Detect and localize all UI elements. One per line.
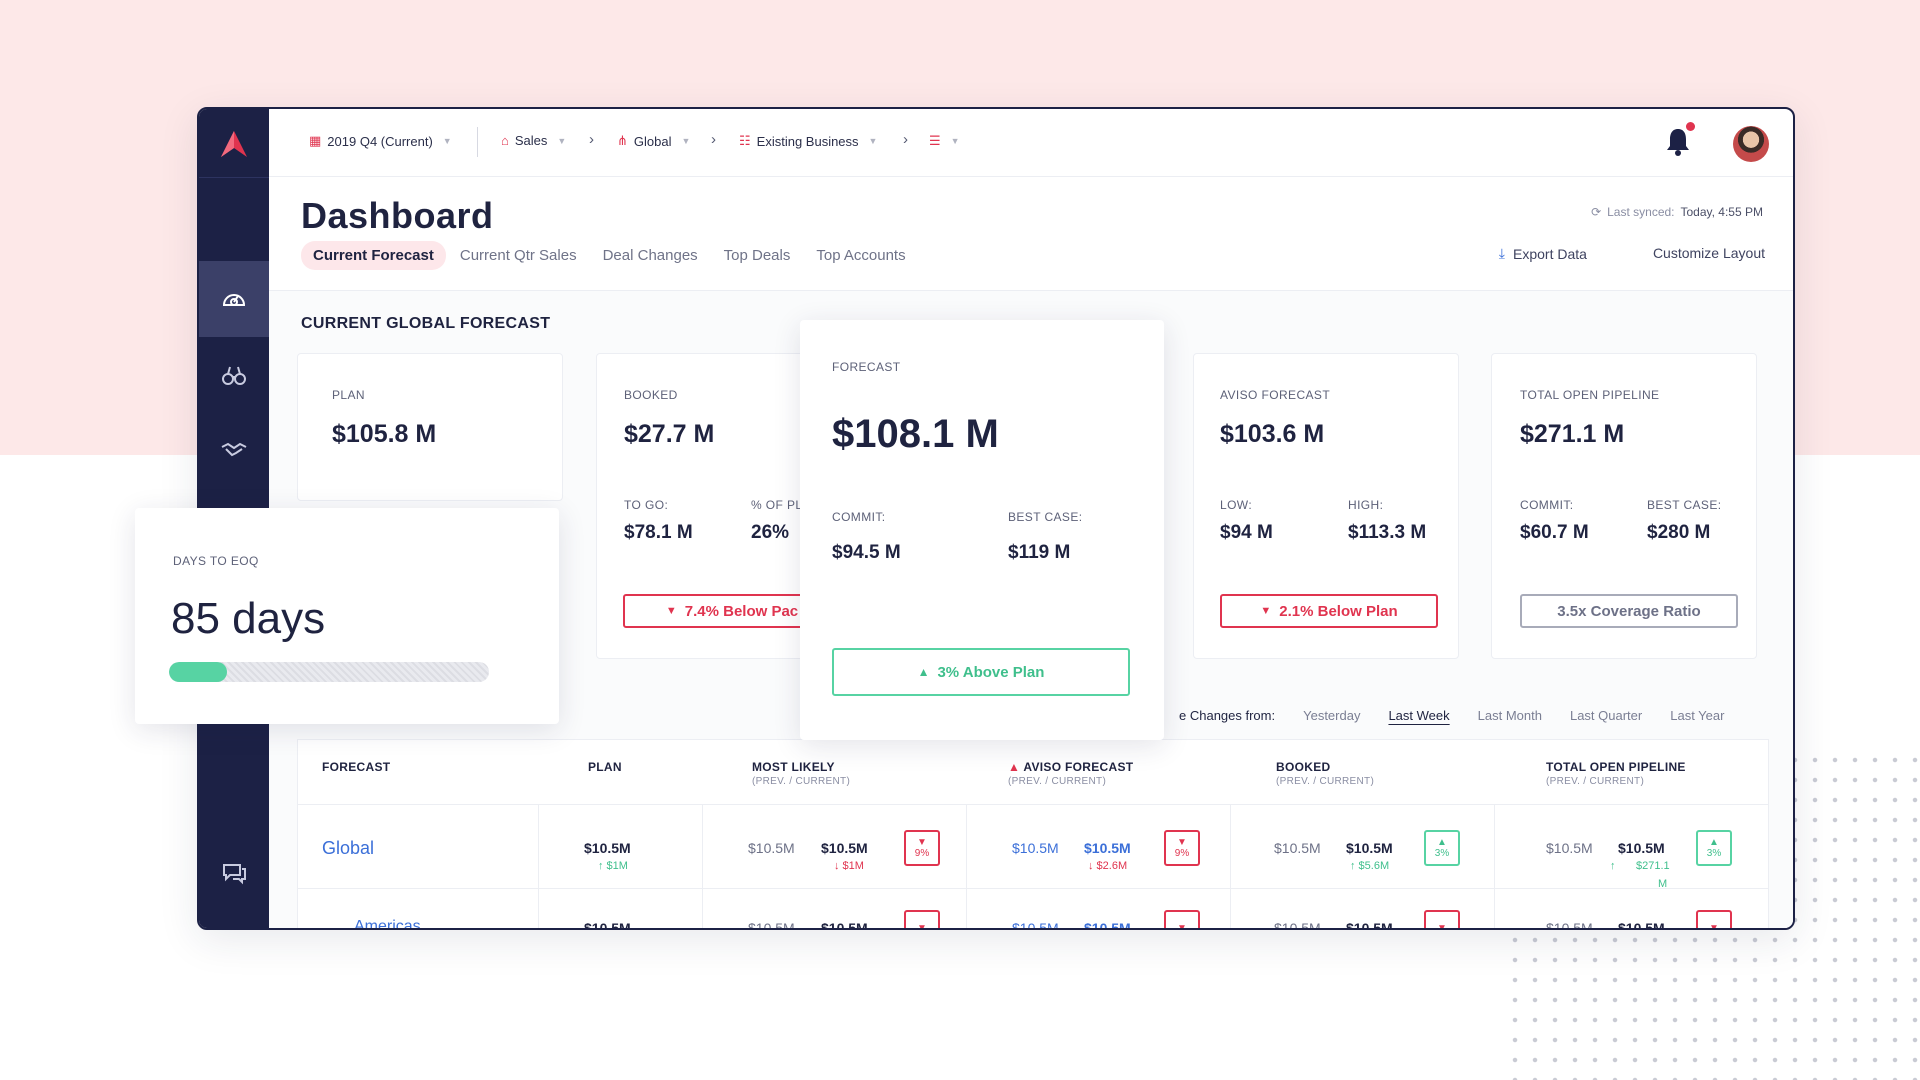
handshake-icon: [221, 442, 247, 457]
plan-card: PLAN $105.8 M: [297, 353, 563, 501]
sidebar-item-dashboard[interactable]: [199, 261, 269, 337]
customize-layout-button[interactable]: Customize Layout: [1652, 245, 1765, 261]
aviso-change-badge: ▼: [1164, 910, 1200, 928]
sidebar-item-deals[interactable]: [199, 411, 269, 487]
table-row-global-link[interactable]: Global: [322, 838, 375, 858]
option-last-year[interactable]: Last Year: [1670, 708, 1725, 723]
column-header-plan: PLAN: [588, 760, 622, 774]
chevron-right-icon: ›: [711, 131, 716, 148]
column-divider: [1494, 804, 1495, 928]
column-header-most-likely: MOST LIKELY (PREV. / CURRENT): [752, 760, 851, 787]
option-last-week[interactable]: Last Week: [1388, 708, 1450, 723]
binoculars-icon: [222, 366, 246, 385]
most-likely-change-badge: ▼: [904, 910, 940, 928]
sidebar-item-messages[interactable]: [199, 835, 269, 911]
column-header-forecast: FORECAST: [322, 760, 391, 774]
aviso-change-badge: ▼ 9%: [1164, 830, 1200, 866]
chevron-down-icon: ▼: [442, 136, 452, 146]
aviso-logo-icon[interactable]: [219, 129, 249, 159]
sync-icon[interactable]: ⟳: [1591, 205, 1602, 219]
list-icon: ☰: [929, 133, 941, 148]
caret-up-icon: ▲: [917, 665, 930, 679]
page-actions: ⤓ Export Data Customize Layout: [1499, 245, 1765, 262]
chevron-down-icon: ▼: [681, 136, 691, 146]
chevron-down-icon: ▼: [950, 136, 960, 146]
sidebar-item-settings[interactable]: [199, 911, 269, 928]
forecast-status-badge: ▲ 3% Above Plan: [832, 648, 1130, 696]
chevron-down-icon: ▼: [557, 135, 567, 146]
calendar-icon: ▦: [309, 133, 322, 148]
column-header-aviso-forecast: ▲ AVISO FORECAST (PREV. / CURRENT): [1008, 760, 1134, 787]
bell-icon[interactable]: [1663, 126, 1693, 158]
pipeline-card: TOTAL OPEN PIPELINE $271.1 M COMMIT: $60…: [1491, 353, 1757, 659]
breadcrumb-separator: [477, 127, 478, 157]
sidebar-item-insights[interactable]: [199, 337, 269, 413]
header-divider: [269, 290, 1793, 291]
column-divider: [966, 804, 967, 928]
booked-status-badge: ▼ 7.4% Below Pac: [623, 594, 841, 628]
bank-icon: ⌂: [501, 133, 509, 148]
team-selector[interactable]: ⌂ Sales ▼: [501, 133, 567, 148]
booked-change-badge: ▲ 3%: [1424, 830, 1460, 866]
column-header-booked: BOOKED (PREV. / CURRENT): [1276, 760, 1375, 787]
people-icon: ☷: [739, 133, 751, 148]
tab-top-deals[interactable]: Top Deals: [723, 247, 791, 264]
chevron-right-icon: ›: [589, 131, 594, 148]
column-header-total-open-pipeline: TOTAL OPEN PIPELINE (PREV. / CURRENT): [1546, 760, 1686, 787]
option-yesterday[interactable]: Yesterday: [1303, 708, 1361, 723]
sync-status: ⟳ Last synced: Today, 4:55 PM: [1591, 205, 1763, 219]
table-row-divider: [298, 888, 1768, 889]
tab-bar: Current Forecast Current Qtr Sales Deal …: [301, 241, 920, 270]
most-likely-change-badge: ▼ 9%: [904, 830, 940, 866]
hierarchy-icon: ⋔: [617, 133, 628, 148]
caret-down-icon: ▼: [1260, 605, 1272, 617]
change-period-selector: e Changes from: Yesterday Last Week Last…: [1179, 708, 1725, 723]
chat-icon: [223, 864, 246, 885]
aviso-status-badge: ▼ 2.1% Below Plan: [1220, 594, 1438, 628]
download-icon: ⤓: [1498, 245, 1505, 261]
days-progress-fill: [169, 662, 227, 682]
column-divider: [1230, 804, 1231, 928]
sidebar-divider: [199, 177, 269, 178]
days-to-eoq-card: DAYS TO EOQ 85 days: [135, 508, 559, 724]
pipeline-change-badge: ▲ 3%: [1696, 830, 1732, 866]
table-row-americas-link[interactable]: Americas: [354, 918, 421, 930]
page-title: Dashboard: [301, 195, 494, 236]
notification-dot: [1686, 122, 1695, 131]
booked-change-badge: ▼: [1424, 910, 1460, 928]
option-last-quarter[interactable]: Last Quarter: [1569, 708, 1643, 723]
forecast-table: FORECAST PLAN MOST LIKELY (PREV. / CURREN…: [297, 739, 1769, 930]
top-bar: ▦ 2019 Q4 (Current) ▼ ⌂ Sales ▼ › ⋔ Glob…: [269, 109, 1793, 177]
days-progress-bar: [169, 662, 489, 682]
section-title: CURRENT GLOBAL FORECAST: [301, 315, 551, 332]
export-data-button[interactable]: ⤓ Export Data: [1498, 245, 1587, 262]
list-selector[interactable]: ☰ ▼: [929, 133, 960, 149]
forecast-card: FORECAST $108.1 M COMMIT: $94.5 M BEST C…: [800, 320, 1164, 740]
chevron-right-icon: ›: [903, 131, 908, 148]
period-selector[interactable]: ▦ 2019 Q4 (Current) ▼: [309, 133, 452, 149]
coverage-ratio-badge: 3.5x Coverage Ratio: [1520, 594, 1738, 628]
caret-down-icon: ▼: [665, 605, 677, 617]
table-header-divider: [298, 804, 1768, 805]
tab-current-qtr-sales[interactable]: Current Qtr Sales: [459, 247, 577, 264]
column-divider: [538, 804, 539, 928]
segment-selector[interactable]: ☷ Existing Business ▼: [739, 133, 878, 149]
region-selector[interactable]: ⋔ Global ▼: [617, 133, 691, 149]
column-divider: [702, 804, 703, 928]
gauge-icon: [222, 294, 246, 306]
avatar[interactable]: [1733, 126, 1769, 162]
aviso-forecast-card: AVISO FORECAST $103.6 M LOW: $94 M HIGH:…: [1193, 353, 1459, 659]
chevron-down-icon: ▼: [868, 136, 878, 146]
tab-current-forecast[interactable]: Current Forecast: [301, 241, 446, 270]
tab-top-accounts[interactable]: Top Accounts: [816, 247, 906, 264]
tab-deal-changes[interactable]: Deal Changes: [602, 247, 698, 264]
pipeline-change-badge: ▼: [1696, 910, 1732, 928]
aviso-logo-icon: ▲: [1008, 760, 1021, 774]
option-last-month[interactable]: Last Month: [1477, 708, 1542, 723]
